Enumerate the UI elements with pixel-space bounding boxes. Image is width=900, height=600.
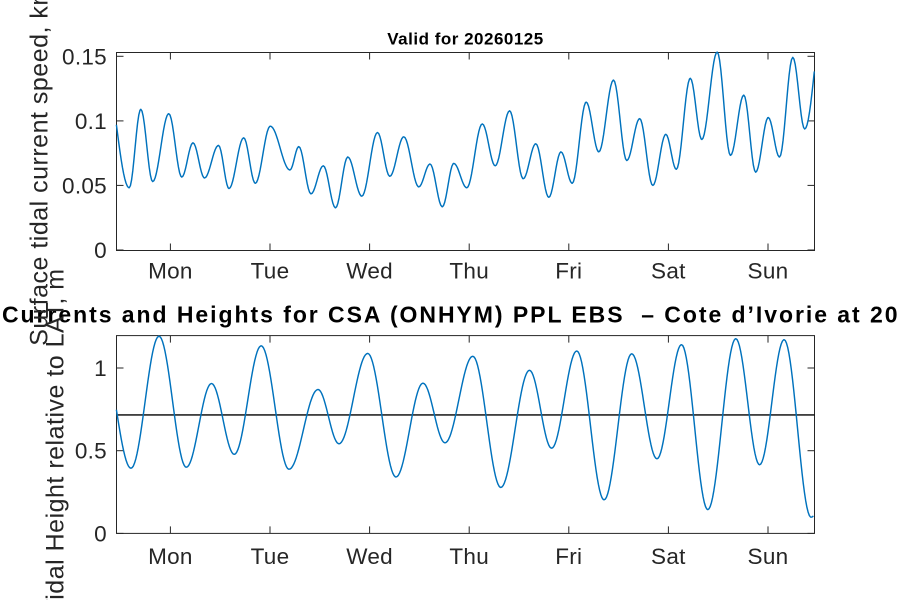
svg-text:Wed: Wed bbox=[346, 544, 393, 569]
svg-text:0.1: 0.1 bbox=[75, 109, 107, 134]
svg-text:Sun: Sun bbox=[748, 544, 789, 569]
svg-text:Fri: Fri bbox=[555, 544, 582, 569]
svg-text:0.05: 0.05 bbox=[62, 173, 107, 198]
svg-text:0: 0 bbox=[94, 521, 107, 546]
svg-text:Tidal Height relative to LAT,: Tidal Height relative to LAT, m bbox=[42, 268, 70, 600]
svg-text:Wed: Wed bbox=[346, 258, 393, 283]
svg-text:0: 0 bbox=[94, 238, 107, 263]
svg-text:Sat: Sat bbox=[651, 258, 686, 283]
svg-text:Sun: Sun bbox=[748, 258, 789, 283]
svg-text:Thu: Thu bbox=[449, 544, 489, 569]
svg-text:Currents and Heights for CSA (: Currents and Heights for CSA (ONHYM) PPL… bbox=[2, 302, 900, 328]
svg-text:Sat: Sat bbox=[651, 544, 686, 569]
svg-text:Thu: Thu bbox=[449, 258, 489, 283]
svg-text:0.15: 0.15 bbox=[62, 44, 107, 69]
svg-text:Mon: Mon bbox=[148, 258, 193, 283]
svg-text:Mon: Mon bbox=[148, 544, 193, 569]
svg-text:Fri: Fri bbox=[555, 258, 582, 283]
svg-text:Surface tidal current speed, k: Surface tidal current speed, kn bbox=[26, 0, 54, 346]
svg-text:Tue: Tue bbox=[251, 258, 290, 283]
svg-text:Tue: Tue bbox=[251, 544, 290, 569]
svg-text:Valid for 20260125: Valid for 20260125 bbox=[387, 30, 543, 49]
svg-text:1: 1 bbox=[94, 356, 107, 381]
svg-text:0.5: 0.5 bbox=[75, 439, 107, 464]
